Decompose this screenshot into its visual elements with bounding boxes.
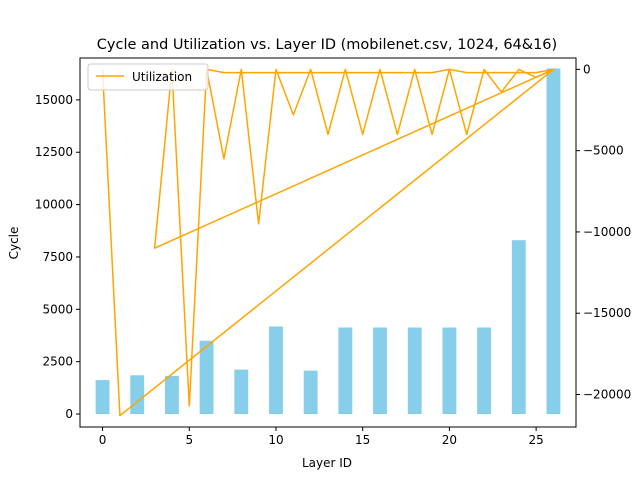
- x-tick-label: 5: [185, 433, 193, 447]
- utilization-series: [101, 68, 555, 417]
- bar: [269, 326, 283, 415]
- legend: Utilization: [87, 63, 209, 91]
- y-tick-label: 7500: [42, 250, 73, 264]
- bar: [511, 240, 526, 415]
- x-tick-label: 20: [442, 433, 457, 447]
- x-tick-label: 25: [528, 433, 543, 447]
- bar: [407, 327, 422, 415]
- legend-box: [87, 63, 209, 91]
- bar: [130, 375, 145, 415]
- bar: [477, 327, 492, 415]
- y-axis-right: 0 −5000 −10000 −15000 −20000: [576, 62, 631, 401]
- chart-title: Cycle and Utilization vs. Layer ID (mobi…: [97, 37, 557, 53]
- bar: [338, 327, 353, 415]
- series-line: [101, 68, 555, 417]
- bar: [546, 68, 561, 415]
- y-tick-label: 15000: [35, 93, 73, 107]
- bar: [164, 375, 179, 415]
- x-tick-label: 0: [99, 433, 107, 447]
- y2-tick-label: −10000: [583, 225, 631, 239]
- y-tick-label: 12500: [35, 145, 73, 159]
- y-axis-left: 0 2500 5000 7500 10000 12500 15000: [35, 93, 80, 421]
- plot-frame: [79, 57, 577, 428]
- bar: [234, 369, 249, 415]
- y2-tick-label: 0: [583, 62, 591, 76]
- y-tick-label: 10000: [35, 198, 73, 212]
- x-axis: 0 5 10 15 20 25: [99, 427, 544, 447]
- y2-tick-label: −20000: [583, 387, 631, 401]
- y-tick-label: 0: [65, 407, 73, 421]
- y-tick-label: 5000: [42, 302, 73, 316]
- x-tick-label: 10: [268, 433, 283, 447]
- bar: [373, 327, 387, 415]
- x-axis-label: Layer ID: [302, 456, 352, 470]
- x-tick-label: 15: [355, 433, 370, 447]
- y-axis-label: Cycle: [7, 227, 21, 260]
- bar: [442, 327, 457, 415]
- y2-tick-label: −5000: [583, 144, 624, 158]
- bar: [303, 370, 318, 415]
- legend-entry: Utilization: [132, 70, 192, 84]
- bar-series: [95, 68, 561, 415]
- bar: [199, 340, 214, 415]
- y-tick-label: 2500: [42, 355, 73, 369]
- bar: [95, 380, 110, 415]
- y2-tick-label: −15000: [583, 306, 631, 320]
